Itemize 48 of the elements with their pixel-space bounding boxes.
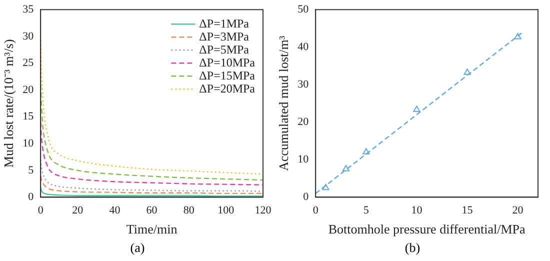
x-tick-label: 120 [254, 204, 272, 217]
text: (b) [404, 240, 422, 256]
y-tick-label: 20 [298, 116, 310, 128]
legend-label: ΔP=15MPa [199, 68, 256, 82]
x-tick-label: 5 [363, 204, 370, 217]
y-tick-label: 40 [298, 41, 310, 54]
x-tick-label: 0 [38, 204, 44, 217]
point [514, 32, 522, 40]
x-tick-label: 80 [183, 204, 195, 217]
y-tick-label: 30 [298, 78, 310, 91]
x-tick-label: 60 [146, 204, 158, 217]
point [464, 68, 471, 75]
x-tick-label: 20 [512, 204, 524, 217]
x-tick-label: 10 [411, 204, 423, 217]
y-tick-label: 25 [22, 57, 34, 70]
y-tick-label: 35 [22, 3, 34, 16]
y-tick-label: 10 [298, 154, 310, 166]
line-series [40, 122, 263, 186]
x-axis-title: Bottomhole pressure differential/MPa [328, 222, 526, 237]
line-series [40, 175, 263, 194]
x-tick-label: 15 [462, 204, 474, 217]
legend-label: ΔP=10MPa [199, 55, 256, 70]
y-axis-title: Accumulated mud lost/m³ [276, 36, 292, 172]
point [362, 148, 370, 154]
line-series [40, 84, 263, 181]
y-tick-label: 0 [303, 191, 310, 204]
x-tick-label: 0 [312, 204, 319, 217]
x-axis-title: Time/min [126, 222, 178, 237]
y-axis-title: Mud lost rate/(10⁻³ m³/s) [1, 39, 16, 168]
legend-label: ΔP=3MPa [199, 29, 250, 44]
legend-label: ΔP=5MPa [199, 42, 250, 56]
y-tick-label: 0 [28, 191, 34, 204]
line-series [40, 159, 263, 192]
y-tick-label: 30 [22, 30, 34, 42]
text: (a) [129, 240, 146, 256]
y-tick-label: 10 [22, 137, 34, 150]
point [342, 165, 350, 172]
legend-label: ΔP=20MPa [199, 81, 256, 96]
y-tick-label: 50 [298, 3, 310, 16]
y-tick-label: 20 [22, 84, 34, 96]
y-tick-label: 5 [28, 164, 34, 176]
x-tick-label: 100 [218, 204, 235, 217]
point [413, 106, 420, 112]
legend-label: ΔP=1MPa [199, 16, 250, 30]
y-tick-label: 15 [22, 110, 34, 123]
x-tick-label: 20 [72, 204, 84, 217]
point [322, 184, 330, 190]
x-tick-label: 40 [109, 204, 121, 217]
